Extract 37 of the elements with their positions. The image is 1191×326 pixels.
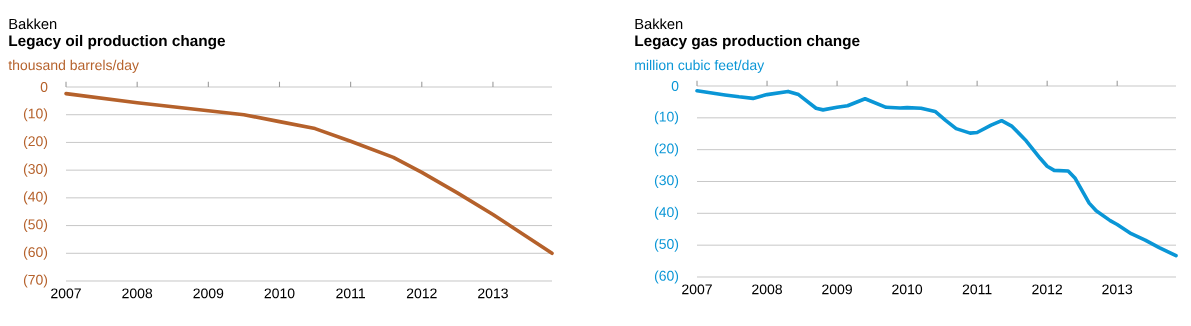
y-tick-label: (10) bbox=[654, 111, 679, 125]
x-tick-label: 2011 bbox=[336, 288, 365, 299]
x-tick-label: 2010 bbox=[264, 288, 295, 299]
x-tick-label: 2007 bbox=[682, 284, 712, 295]
chart-title: Bakken bbox=[9, 18, 57, 30]
line-series bbox=[695, 88, 1178, 258]
chart-subtitle: Legacy oil production change bbox=[9, 34, 226, 50]
x-tick-label: 2009 bbox=[822, 284, 852, 295]
y-tick-label: (60) bbox=[23, 246, 48, 260]
x-tick-label: 2012 bbox=[406, 288, 437, 299]
y-tick-label: 0 bbox=[671, 81, 679, 91]
x-tick-label: 2012 bbox=[1032, 284, 1062, 295]
y-tick-label: (40) bbox=[654, 206, 679, 220]
y-tick-label: (20) bbox=[654, 143, 679, 157]
y-tick-label: (70) bbox=[23, 274, 48, 288]
x-tick-label: 2010 bbox=[892, 284, 923, 295]
x-tick-label: 2011 bbox=[962, 284, 992, 295]
y-tick-label: (30) bbox=[654, 174, 679, 189]
y-tick-label: (50) bbox=[654, 238, 679, 252]
y-tick-label: 0 bbox=[40, 82, 48, 92]
chart-title: Bakken bbox=[635, 18, 683, 30]
chart-subtitle: Legacy gas production change bbox=[635, 34, 860, 50]
y-tick-label: (30) bbox=[23, 163, 48, 177]
x-tick-label: 2008 bbox=[752, 284, 782, 295]
y-axis-title: million cubic feet/day bbox=[635, 59, 765, 73]
x-tick-label: 2007 bbox=[51, 288, 81, 299]
y-tick-label: (20) bbox=[23, 135, 48, 149]
x-tick-label: 2013 bbox=[478, 288, 508, 299]
y-tick-label: (60) bbox=[654, 270, 679, 284]
line-series bbox=[64, 91, 554, 256]
x-tick-label: 2013 bbox=[1102, 284, 1133, 295]
y-tick-label: (40) bbox=[23, 191, 48, 205]
x-tick-label: 2009 bbox=[193, 288, 224, 299]
y-axis-title: thousand barrels/day bbox=[8, 59, 139, 73]
x-tick-label: 2008 bbox=[122, 288, 153, 299]
y-tick-label: (10) bbox=[23, 108, 48, 122]
y-tick-label: (50) bbox=[23, 219, 48, 233]
